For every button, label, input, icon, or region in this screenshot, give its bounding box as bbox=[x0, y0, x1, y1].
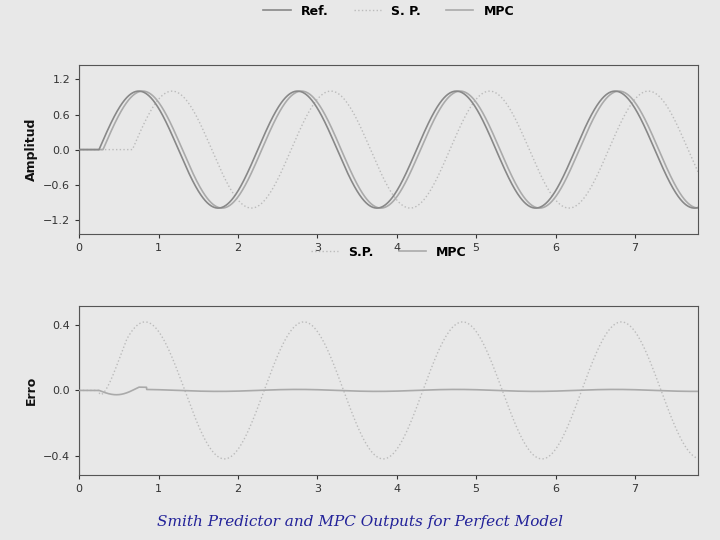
Legend: S.P., MPC: S.P., MPC bbox=[306, 241, 472, 264]
Y-axis label: Erro: Erro bbox=[24, 376, 37, 405]
Text: Smith Predictor and MPC Outputs for Perfect Model: Smith Predictor and MPC Outputs for Perf… bbox=[157, 515, 563, 529]
Legend: Ref., S. P., MPC: Ref., S. P., MPC bbox=[258, 0, 519, 23]
Y-axis label: Amplitud: Amplitud bbox=[24, 118, 37, 181]
